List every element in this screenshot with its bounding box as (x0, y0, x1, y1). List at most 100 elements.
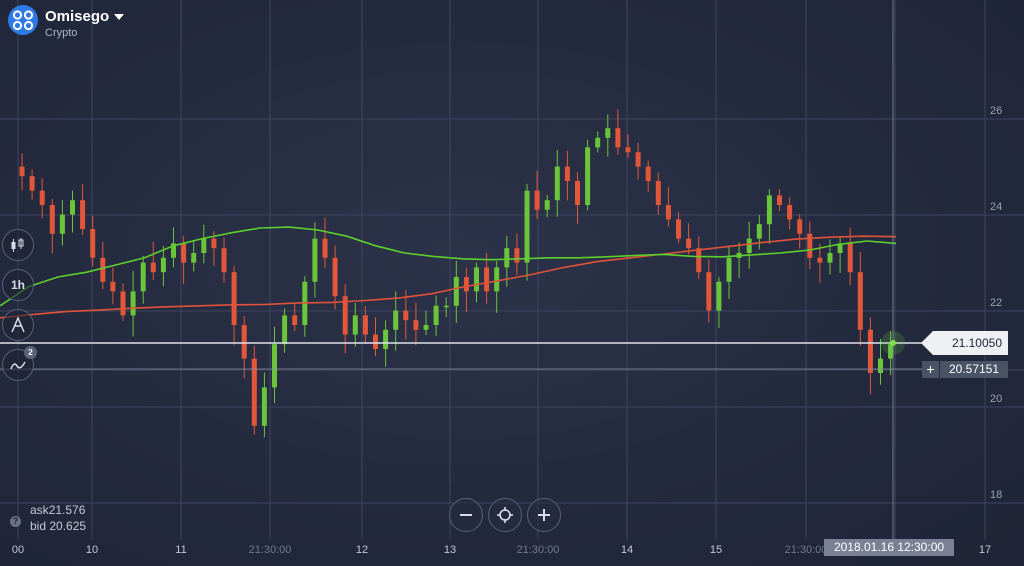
indicators-count-badge: 2 (24, 346, 37, 359)
candle-body (575, 181, 580, 205)
candle-body (352, 315, 358, 335)
zoom-out-button[interactable] (449, 498, 483, 532)
candle-body (746, 238, 752, 253)
current-price-tag: 21.10050 (921, 331, 1008, 355)
candle-body (787, 205, 793, 220)
indicators-button[interactable]: 2 (2, 346, 37, 381)
zoom-in-button[interactable] (527, 498, 561, 532)
price-tag-pointer (921, 331, 933, 355)
indicators-icon (10, 361, 26, 370)
candle-body (554, 166, 560, 201)
x-tick-label: 12 (356, 544, 368, 556)
drawing-tools-icon (11, 317, 25, 333)
chevron-down-icon[interactable] (114, 14, 125, 21)
candle-body (807, 233, 813, 258)
candle-body (100, 257, 106, 282)
candle-body (201, 238, 207, 253)
candle-body (766, 195, 772, 225)
crosshair-price-tag: 20.57151 (940, 361, 1008, 378)
candle-body (524, 190, 530, 263)
candle-body (171, 243, 176, 258)
candle-body (817, 257, 823, 263)
candle-body (70, 200, 75, 215)
candle-body (443, 305, 449, 308)
candle-body (80, 200, 86, 229)
candle-body (595, 137, 601, 148)
candle-body (261, 387, 267, 426)
candle-body (191, 253, 197, 263)
candle-body (272, 344, 277, 388)
candle-body (514, 248, 520, 263)
chart-type-button[interactable] (2, 229, 34, 261)
candle-body (332, 257, 338, 297)
candle-body (130, 291, 136, 316)
y-tick-label: 24 (990, 201, 1002, 213)
candle-body (59, 214, 65, 234)
candle-body (878, 358, 883, 373)
x-tick-label: 21:30:00 (517, 544, 560, 556)
candle-body (49, 205, 55, 234)
candle-body (645, 166, 651, 181)
candle-body (322, 238, 328, 258)
candle-body (625, 147, 631, 153)
timeframe-button[interactable]: 1h (2, 269, 34, 301)
minus-icon (460, 514, 472, 516)
candle-body (605, 128, 611, 138)
ask-quote: ask21.576 (30, 503, 86, 517)
plus-icon (538, 509, 550, 521)
candle-body (403, 310, 409, 321)
bid-quote: bid 20.625 (30, 519, 87, 533)
y-tick-label: 26 (990, 105, 1002, 117)
candle-body (726, 257, 732, 282)
candle-body (867, 329, 873, 373)
asset-title[interactable]: Omisego (45, 8, 125, 25)
x-tick-label: 15 (710, 544, 722, 556)
candle-body (120, 291, 126, 316)
candle-body (615, 128, 621, 148)
asset-type: Crypto (45, 27, 78, 39)
candle-body (362, 315, 368, 335)
candle-body (706, 272, 712, 311)
add-alert-button[interactable]: + (922, 361, 939, 378)
current-price-value: 21.10050 (951, 336, 1002, 350)
candle-body (241, 325, 247, 359)
candle-body (221, 248, 227, 273)
y-tick-label: 22 (990, 297, 1002, 309)
candle-body (181, 243, 187, 263)
x-tick-label: 00 (12, 544, 24, 556)
candle-body (847, 243, 853, 273)
center-chart-button[interactable] (488, 498, 522, 532)
candle-body (827, 253, 833, 263)
candle-body (857, 272, 863, 330)
candle-body (110, 281, 116, 292)
candle-body (585, 147, 591, 205)
help-icon[interactable]: ? (10, 516, 21, 527)
candle-body (423, 325, 429, 330)
crosshair-icon (497, 507, 513, 523)
x-tick-label: 13 (444, 544, 456, 556)
candle-body (282, 315, 288, 345)
last-price-dot (890, 340, 896, 346)
candle-body (665, 205, 671, 220)
candle-body (686, 238, 692, 249)
candle-body (90, 229, 96, 258)
candle-body (837, 243, 843, 253)
candle-body (383, 329, 389, 349)
candle-body (312, 238, 318, 282)
omisego-logo-icon (8, 5, 38, 35)
drawing-tools-button[interactable] (2, 309, 34, 341)
candle-body (373, 334, 378, 349)
candle-body (463, 277, 469, 292)
candle-body (655, 181, 661, 205)
crosshair-time-tag: 2018.01.16 12:30:00 (824, 539, 954, 556)
ma-fast-line (0, 226, 897, 307)
candle-body (696, 248, 702, 273)
x-tick-label: 17 (979, 544, 991, 556)
candle-body (413, 320, 419, 330)
candle-body (231, 272, 237, 325)
candle-body (39, 190, 45, 205)
candle-body (716, 281, 722, 311)
candle-body (797, 219, 803, 234)
candle-body (777, 195, 782, 205)
